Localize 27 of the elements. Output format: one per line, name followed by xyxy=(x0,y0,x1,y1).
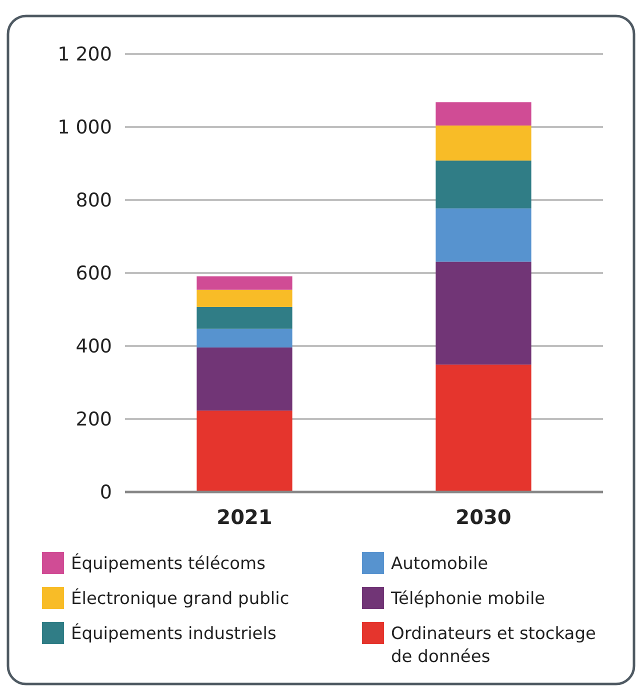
y-tick-label: 800 xyxy=(76,190,112,212)
bar xyxy=(196,347,292,411)
legend-label: Automobile xyxy=(391,554,488,574)
legend-label: Équipements industriels xyxy=(71,623,276,644)
bar xyxy=(436,208,532,262)
bar xyxy=(436,262,532,365)
bar xyxy=(196,276,292,290)
y-tick-label: 400 xyxy=(76,336,112,358)
bar xyxy=(196,306,292,329)
bar xyxy=(436,160,532,208)
legend-label: Ordinateurs et stockage de données xyxy=(391,624,596,667)
bar xyxy=(436,102,532,126)
bar xyxy=(196,410,292,492)
legend-label: Électronique grand public xyxy=(71,588,290,609)
y-tick-label: 600 xyxy=(76,262,112,285)
y-tick-label: 0 xyxy=(100,482,112,504)
x-tick-label: 2030 xyxy=(456,505,512,529)
bar xyxy=(196,328,292,348)
y-tick-label: 1 000 xyxy=(58,116,112,139)
legend-label: Téléphonie mobile xyxy=(390,589,546,609)
bar xyxy=(436,126,532,161)
bar xyxy=(196,290,292,307)
y-tick-label: 200 xyxy=(76,408,112,431)
bar xyxy=(436,364,532,492)
y-tick-label: 1 200 xyxy=(58,44,112,66)
x-tick-label: 2021 xyxy=(216,505,272,529)
legend-label: Équipements télécoms xyxy=(71,553,266,574)
